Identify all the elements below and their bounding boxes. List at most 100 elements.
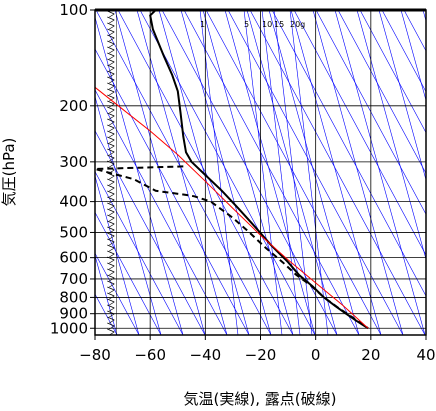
grid-lines bbox=[94, 9, 427, 335]
wind-barb bbox=[107, 310, 115, 318]
x-tick-label: −20 bbox=[245, 346, 277, 364]
wind-barb bbox=[107, 52, 115, 60]
wind-barb bbox=[107, 76, 115, 84]
wind-barb bbox=[107, 22, 115, 30]
wind-barb bbox=[107, 178, 115, 186]
dry-adiabat-line bbox=[315, 10, 426, 215]
moist-adiabat-line bbox=[95, 174, 140, 335]
moist-adiabat-line bbox=[422, 10, 426, 22]
moist-adiabat-line bbox=[180, 10, 272, 335]
wind-barb bbox=[107, 322, 115, 330]
wind-barb bbox=[107, 28, 115, 36]
wind-barb bbox=[107, 244, 115, 252]
y-tick-label: 1000 bbox=[50, 319, 88, 337]
wind-barb bbox=[107, 118, 115, 126]
dry-adiabat-line bbox=[95, 130, 206, 335]
wind-barb bbox=[107, 262, 115, 270]
wind-barb bbox=[107, 202, 115, 210]
y-tick-label: 600 bbox=[59, 249, 88, 267]
x-tick-label: −60 bbox=[134, 346, 166, 364]
wind-barb bbox=[107, 316, 115, 324]
dry-adiabat-line bbox=[95, 48, 250, 335]
mixing-ratio-label: 1 bbox=[200, 20, 205, 29]
x-tick-label: −40 bbox=[190, 346, 222, 364]
wind-barb bbox=[107, 328, 115, 335]
dry-adiabat-line bbox=[183, 10, 360, 335]
wind-barb bbox=[107, 280, 115, 288]
x-tick-label: −80 bbox=[79, 346, 111, 364]
wind-barb bbox=[107, 106, 115, 114]
mixing-ratio-label: 10 bbox=[262, 20, 272, 29]
parcel-line bbox=[95, 86, 369, 329]
mixing-ratio-label: 15 bbox=[274, 20, 284, 29]
wind-barb bbox=[107, 232, 115, 240]
wind-barb bbox=[107, 16, 115, 24]
wind-barb bbox=[107, 304, 115, 312]
wind-barbs bbox=[107, 10, 117, 335]
wind-barb bbox=[107, 238, 115, 246]
dry-adiabat-line bbox=[403, 10, 426, 52]
wind-barb bbox=[107, 154, 115, 162]
wind-barb bbox=[107, 298, 115, 306]
wind-barb bbox=[107, 130, 115, 138]
wind-barb bbox=[107, 10, 115, 18]
wind-barb bbox=[107, 100, 115, 108]
y-tick-label: 400 bbox=[59, 193, 88, 211]
data-series bbox=[95, 10, 369, 330]
wind-barb bbox=[107, 190, 115, 198]
dry-adiabat-line bbox=[95, 89, 228, 335]
wind-barb bbox=[107, 268, 115, 276]
wind-barb bbox=[107, 58, 115, 66]
moist-adiabat-line bbox=[95, 16, 184, 335]
moist-adiabat-line bbox=[246, 10, 338, 335]
mixing-ratio-label: 20g bbox=[290, 20, 305, 29]
wind-barb bbox=[107, 148, 115, 156]
dewpoint-line bbox=[95, 165, 369, 330]
wind-barb bbox=[107, 256, 115, 264]
wind-barb bbox=[107, 220, 115, 228]
y-tick-label: 900 bbox=[59, 305, 88, 323]
moist-adiabat-line bbox=[95, 254, 118, 335]
y-axis-title: 気圧(hPa) bbox=[0, 138, 18, 207]
x-tick-labels: −80 −60 −40 −20 0 20 40 bbox=[79, 335, 436, 364]
x-tick-label: 40 bbox=[416, 346, 435, 364]
wind-barb bbox=[107, 82, 115, 90]
wind-barb bbox=[107, 196, 115, 204]
mixing-ratio-line bbox=[289, 10, 329, 335]
dry-adiabat-line bbox=[271, 10, 426, 297]
mixing-ratio-line bbox=[243, 10, 283, 335]
wind-barb bbox=[107, 226, 115, 234]
moist-adiabat-line bbox=[334, 10, 426, 335]
dry-adiabat-line bbox=[161, 10, 338, 335]
moist-adiabat-line bbox=[356, 10, 426, 261]
moist-adiabat-line bbox=[202, 10, 294, 335]
wind-barb bbox=[107, 46, 115, 54]
moist-adiabat-line bbox=[312, 10, 404, 335]
wind-barb bbox=[107, 34, 115, 42]
dry-adiabat-line bbox=[249, 10, 426, 335]
moist-adiabat-line bbox=[400, 10, 426, 102]
moist-adiabat-line bbox=[290, 10, 382, 335]
dry-adiabat-line bbox=[337, 10, 426, 175]
x-axis-title: 気温(実線), 露点(破線) bbox=[184, 390, 337, 408]
dry-adiabat-line bbox=[95, 211, 162, 335]
y-tick-label: 300 bbox=[59, 153, 88, 171]
mixing-ratio-labels: 1 5 10 15 20g bbox=[200, 20, 305, 29]
moist-adiabat-line bbox=[136, 10, 228, 335]
wind-barb bbox=[107, 286, 115, 294]
y-tick-label: 100 bbox=[59, 1, 88, 19]
wind-barb bbox=[107, 40, 115, 48]
moist-adiabat-line bbox=[378, 10, 426, 181]
wind-barb bbox=[107, 142, 115, 150]
wind-barb bbox=[107, 250, 115, 258]
dry-adiabat-line bbox=[293, 10, 426, 256]
wind-barb bbox=[107, 160, 115, 168]
dry-adiabat-line bbox=[95, 10, 272, 335]
y-tick-label: 200 bbox=[59, 97, 88, 115]
mixing-ratio-line bbox=[261, 10, 301, 335]
wind-barb bbox=[107, 292, 115, 300]
y-tick-label: 800 bbox=[59, 288, 88, 306]
wind-barb bbox=[107, 214, 115, 222]
